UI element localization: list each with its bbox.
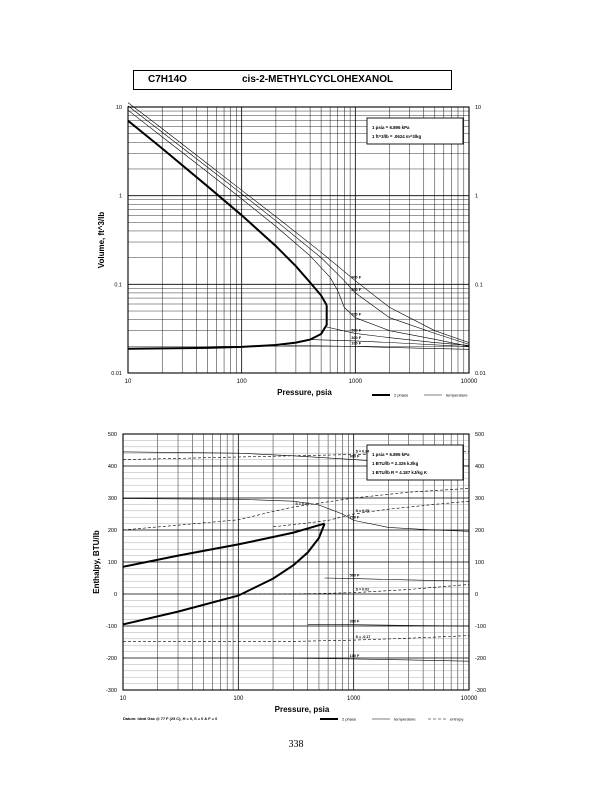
chart-1-isotherm-line xyxy=(310,339,470,347)
chart-1-x-tick-label: 100 xyxy=(237,379,248,385)
chart-2-y-tick-label-right: 500 xyxy=(475,432,484,438)
chart-1-plot-frame xyxy=(127,106,470,374)
chart-1-isotherm-label: 900 F xyxy=(351,276,361,280)
chart-1-y-tick-label-left: 1 xyxy=(119,194,122,200)
compound-header: C7H14O cis-2-METHYLCYCLOHEXANOL xyxy=(133,70,452,90)
chart-2-entropy-label: S = -0.17 xyxy=(356,635,371,639)
chart-1-isotherm-label: 100 F xyxy=(351,342,361,346)
chart-1-y-tick-label-right: 0.1 xyxy=(475,282,483,288)
chart-1-y-tick-label-right: 10 xyxy=(475,105,481,111)
chart-1-y-tick-label-left: 10 xyxy=(116,105,122,111)
chart-1-y-axis-label: Volume, ft^3/lb xyxy=(97,212,106,269)
chart-2-isotherm-label: 500 F xyxy=(350,574,360,578)
chart-1-y-tick-label-right: 1 xyxy=(475,194,478,200)
chart-1-y-tick-label-left: 0.01 xyxy=(111,371,122,377)
chart-1-plot-area xyxy=(127,102,470,374)
compound-name: cis-2-METHYLCYCLOHEXANOL xyxy=(242,74,394,85)
chart-2-entropy-label: S = 0.02 xyxy=(356,588,370,592)
chart-2-y-tick-label-left: -100 xyxy=(106,624,117,630)
chart-2-legend-temperature-text: temperature xyxy=(394,717,416,722)
chart-2-y-tick-label-right: -200 xyxy=(475,656,486,662)
chart-2-isotherm-label: 700 F xyxy=(350,515,360,519)
page-number: 338 xyxy=(288,739,304,750)
chart-1-isotherm-line xyxy=(127,105,470,345)
chart-2-entropy-line xyxy=(122,488,470,531)
chart-2-isotherm-line xyxy=(273,657,470,662)
chart-2-isotherm-label: 300 F xyxy=(350,620,360,624)
chart-2-two-phase-liquid xyxy=(122,523,326,626)
chart-2-y-tick-label-left: 500 xyxy=(108,432,117,438)
chart-1-legend-2phase-text: 2 phase xyxy=(394,393,409,398)
chart-2-x-tick-label: 100 xyxy=(233,696,244,702)
chart-2-entropy-line xyxy=(238,584,470,595)
chart-2-y-tick-label-left: 100 xyxy=(108,560,117,566)
chart-2-y-tick-label-right: -100 xyxy=(475,624,486,630)
chart-2-isotherm-line xyxy=(122,498,470,532)
chart-2-y-tick-label-left: 400 xyxy=(108,464,117,470)
chart-2-y-tick-label-right: 100 xyxy=(475,560,484,566)
chart-2-entropy-label: S = 0.25 xyxy=(356,509,370,513)
chart-1-isotherm-label: 800 F xyxy=(351,288,361,292)
chart-2-entropy-line xyxy=(273,500,470,528)
chart-2-isotherm-line xyxy=(307,624,470,627)
chart-1-isotherm-line xyxy=(127,109,470,347)
chart-2-legend-2phase-text: 2 phase xyxy=(342,717,357,722)
chart-2-isotherm-line xyxy=(324,577,470,582)
chart-2-y-tick-label-right: 0 xyxy=(475,592,478,598)
chart-2-x-axis-label: Pressure, psia xyxy=(275,705,330,714)
chart-2-conversion-text: 1 BTU/lb R = 4.187 kJ/kg K xyxy=(372,470,428,475)
chart-2-entropy-line xyxy=(123,635,470,642)
chart-1-conversion-box xyxy=(366,117,464,145)
chart-2-isotherm-label: 100 F xyxy=(350,654,360,658)
chart-2-y-tick-label-left: -200 xyxy=(106,656,117,662)
chart-1-conversion-text: 1 psia = 6.895 kPa xyxy=(372,125,410,130)
chart-2-two-phase-vapor xyxy=(122,522,325,568)
chart-2-entropy-label: S = 0.27 xyxy=(295,502,309,506)
chart-2-y-tick-label-right: 300 xyxy=(475,496,484,502)
chart-1-isotherm-label: 300 F xyxy=(351,336,361,340)
chart-2-plot-frame xyxy=(122,433,470,691)
chart-2-y-axis-label: Enthalpy, BTU/lb xyxy=(92,530,101,594)
chart-2-y-tick-label-left: 0 xyxy=(114,592,117,598)
chart-1-y-tick-label-right: 0.01 xyxy=(475,371,486,377)
chart-2-y-tick-label-left: -300 xyxy=(106,688,117,694)
chart-1-isotherm-label: 500 F xyxy=(351,328,361,332)
chart-2-entropy-label: S = 0.34 xyxy=(356,449,370,453)
chart-2-conversion-text: 1 BTU/lb = 2.326 kJ/kg xyxy=(372,461,419,466)
chart-1-x-tick-label: 10 xyxy=(125,379,132,385)
chart-2-conversion-text: 1 psia = 6.895 kPa xyxy=(372,452,410,457)
chart-1-isotherm-line xyxy=(275,344,470,350)
chart-1-isotherm-line xyxy=(326,326,470,346)
chart-2-isotherm-label: 900 F xyxy=(350,455,360,459)
chart-2-y-tick-label-right: -300 xyxy=(475,688,486,694)
chart-1-isotherm-line xyxy=(127,102,470,343)
chart-2-plot-area xyxy=(122,433,470,691)
chart-2-conversion-box xyxy=(366,444,464,481)
chart-1-two-phase-vapor xyxy=(127,119,328,306)
chart-2-y-tick-label-right: 200 xyxy=(475,528,484,534)
chemical-formula: C7H14O xyxy=(148,74,187,85)
chart-2-x-tick-label: 1000 xyxy=(347,696,361,702)
chart-1-x-axis-label: Pressure, psia xyxy=(277,388,332,397)
chart-1-legend-temperature-text: temperature xyxy=(446,393,468,398)
chart-1-x-tick-label: 1000 xyxy=(349,379,363,385)
chart-2-datum-note: Datum: Ideal Gas @ 77 F (25 C), H = 0, S… xyxy=(123,716,217,721)
chart-2-x-tick-label: 10000 xyxy=(461,696,478,702)
chart-1-y-tick-label-left: 0.1 xyxy=(114,282,122,288)
chart-2-y-tick-label-right: 400 xyxy=(475,464,484,470)
chart-1-two-phase-liquid xyxy=(127,305,328,350)
chart-2-legend-entropy-text: entropy xyxy=(450,717,463,722)
chart-2-y-tick-label-left: 200 xyxy=(108,528,117,534)
chart-2-y-tick-label-left: 300 xyxy=(108,496,117,502)
chart-2-x-tick-label: 10 xyxy=(120,696,127,702)
chart-1-x-tick-label: 10000 xyxy=(461,379,478,385)
chart-1-conversion-text: 1 ft^3/lb = .0624 m^3/kg xyxy=(372,134,421,139)
chart-1-isotherm-label: 700 F xyxy=(351,313,361,317)
